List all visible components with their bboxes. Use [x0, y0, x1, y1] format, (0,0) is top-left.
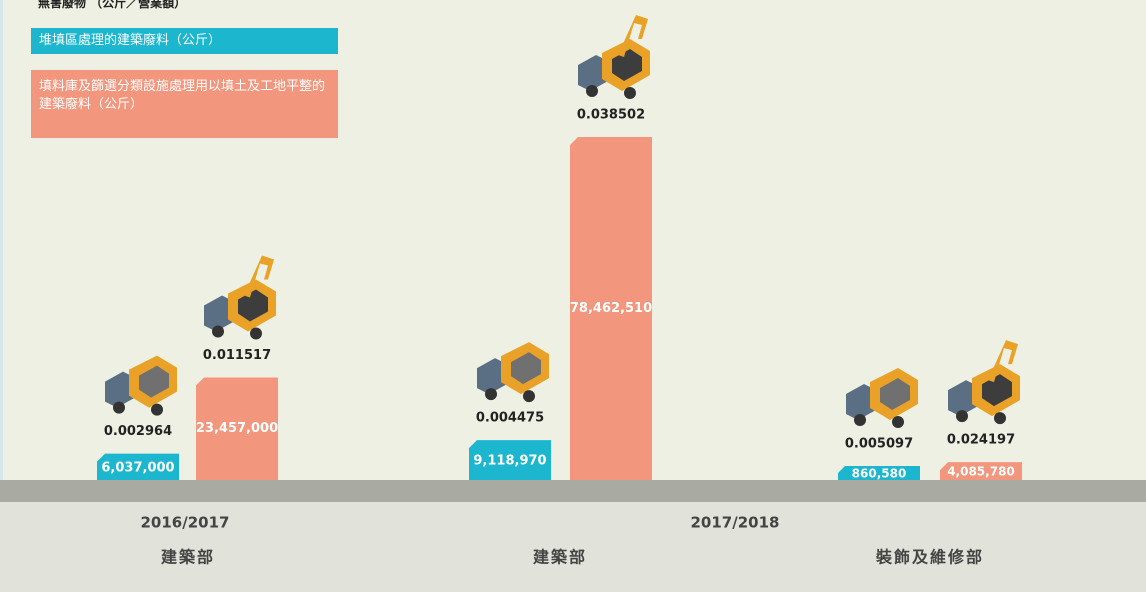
icon-cab	[846, 384, 876, 420]
icon-wheel	[624, 87, 636, 99]
truck-icon	[105, 355, 177, 416]
icon-wheel	[151, 403, 163, 416]
icon-arm	[618, 15, 648, 57]
value-label: 6,037,000	[101, 460, 174, 475]
period-label: 2016/2017	[141, 514, 230, 532]
bar	[570, 137, 652, 480]
icon-wheel	[250, 327, 262, 340]
excavator-icon	[204, 255, 276, 340]
ratio-label: 0.011517	[203, 348, 271, 363]
ratio-label: 0.004475	[476, 411, 544, 426]
excavator-icon	[578, 15, 650, 99]
ratio-label: 0.002964	[104, 424, 172, 439]
icon-cab	[105, 371, 135, 408]
bar	[838, 466, 920, 480]
bar	[97, 453, 179, 480]
ground	[0, 480, 1146, 502]
icon-wheel	[956, 410, 968, 423]
edge-stripe	[0, 0, 3, 480]
icon-cab	[578, 55, 608, 91]
bar	[469, 440, 551, 480]
bar	[940, 462, 1022, 480]
chart-title: 無害廢物 （公斤／營業額）	[38, 0, 187, 10]
excavator-icon	[948, 340, 1020, 425]
ratio-label: 0.038502	[577, 108, 645, 123]
icon-wheel	[854, 414, 866, 426]
icon-wheel	[113, 401, 125, 414]
icon-wheel	[523, 390, 535, 403]
ratio-label: 0.024197	[947, 433, 1015, 448]
legend-entry: 填料庫及篩選分類設施處理用以填土及工地平整的建築廢料（公斤）	[31, 70, 338, 138]
icon-wheel	[892, 416, 904, 428]
icon-load	[238, 289, 268, 322]
bar	[196, 377, 278, 480]
icon-load	[511, 352, 541, 385]
value-label: 860,580	[852, 467, 907, 481]
icon-arm	[988, 340, 1018, 383]
icon-arm	[244, 255, 274, 298]
icon-load	[880, 378, 910, 410]
icon-cab	[948, 380, 978, 417]
icon-load	[139, 365, 169, 398]
label-panel	[0, 502, 1146, 592]
icon-load	[982, 374, 1012, 407]
x-tick-label: 建築部	[533, 548, 587, 567]
icon-cab	[477, 358, 507, 395]
truck-icon	[477, 342, 549, 403]
truck-icon	[846, 368, 918, 428]
icon-wheel	[212, 325, 224, 338]
icon-load	[612, 49, 642, 81]
x-tick-label: 裝飾及維修部	[875, 548, 984, 567]
ratio-label: 0.005097	[845, 437, 913, 452]
legend-entry: 堆填區處理的建築廢料（公斤）	[31, 28, 338, 54]
value-label: 23,457,000	[196, 421, 278, 436]
x-tick-label: 建築部	[161, 548, 215, 567]
value-label: 78,462,510	[570, 301, 652, 316]
value-label: 4,085,780	[947, 465, 1015, 479]
icon-wheel	[485, 388, 497, 401]
icon-cab	[204, 295, 234, 332]
icon-wheel	[586, 85, 598, 97]
value-label: 9,118,970	[473, 454, 546, 469]
period-label: 2017/2018	[691, 514, 780, 532]
icon-wheel	[994, 412, 1006, 425]
